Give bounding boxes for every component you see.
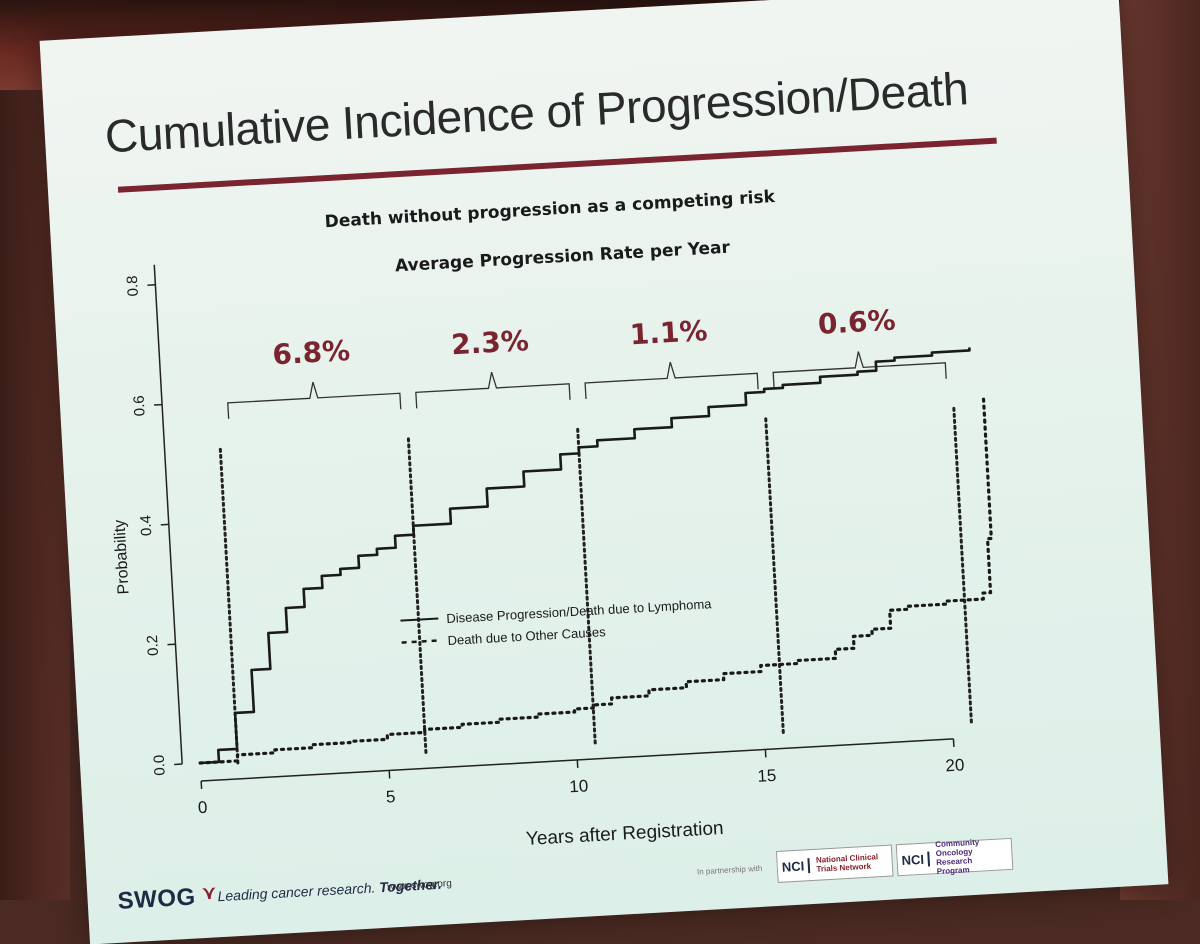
cumulative-incidence-chart: Death without progression as a competing… [49,150,1165,889]
y-axis-label: Probability [111,519,132,595]
rate-brace [772,347,946,389]
swog-logo-text: SWOG [117,883,196,914]
y-tick-label: 0.4 [137,515,155,537]
presentation-slide: Cumulative Incidence of Progression/Deat… [40,0,1169,944]
chart-subtitle-progression-rate: Average Progression Rate per Year [395,238,731,277]
website-link[interactable]: www.swog.org [387,878,452,893]
rate-label: 0.6% [817,304,896,341]
x-tick-label: 0 [197,798,208,817]
nci-ctn-logo: NCI National Clinical Trials Network [776,845,894,883]
x-tick-label: 5 [385,787,396,806]
partnership-text: In partnership with [697,864,763,877]
rate-brace [227,377,401,419]
y-axis-line [154,265,182,764]
interval-boundary-line [408,439,426,755]
y-tick-label: 0.8 [124,275,142,297]
rate-label: 1.1% [629,314,708,351]
rate-brace [415,368,570,409]
nci-corp-tag: NCI [897,851,930,868]
nci-ctn-name: National Clinical Trials Network [810,852,893,875]
x-tick-label: 10 [569,776,589,796]
interval-boundary-line [578,429,596,745]
rate-brace [584,357,758,399]
nci-ctn-tag: NCI [777,858,810,875]
legend-entry: Disease Progression/Death due to Lymphom… [446,596,713,626]
legend-entry: Death due to Other Causes [447,624,606,648]
nci-corp-logo: NCI Community Oncology Research Program [896,838,1014,876]
series-line-other-causes [182,395,1001,763]
swog-logo: SWOG ⋎ [117,882,217,915]
rate-label: 2.3% [450,324,529,361]
rate-label: 6.8% [272,334,351,371]
legend-swatch [400,618,438,620]
y-tick-label: 0.2 [144,635,162,657]
x-axis-label: Years after Registration [525,818,724,850]
y-tick-label: 0.6 [131,395,149,417]
interval-boundary-line [766,419,784,735]
tagline-part-1: Leading cancer research. [217,879,376,904]
x-tick-label: 20 [945,755,965,775]
nci-corp-name: Community Oncology Research Program [929,836,1013,877]
chart-subtitle-competing-risk: Death without progression as a competing… [324,187,776,232]
interval-boundary-line [954,408,972,724]
y-tick-label: 0.0 [151,754,169,776]
x-tick-label: 15 [757,766,777,786]
